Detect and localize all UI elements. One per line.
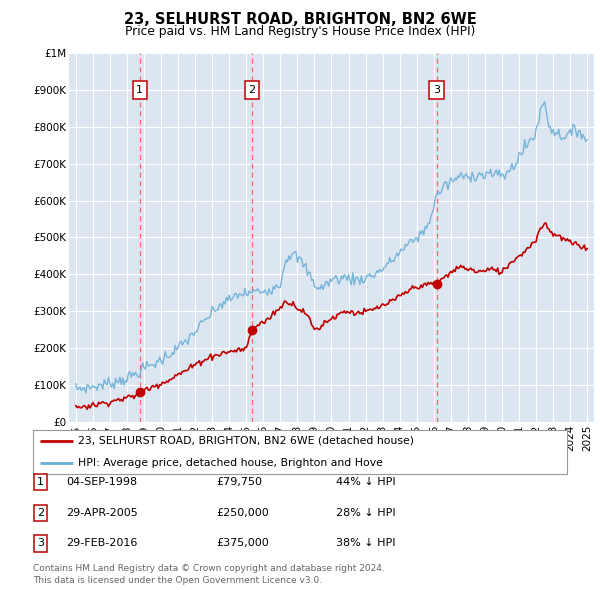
Text: 28% ↓ HPI: 28% ↓ HPI: [336, 508, 395, 517]
Text: 38% ↓ HPI: 38% ↓ HPI: [336, 539, 395, 548]
Text: £375,000: £375,000: [216, 539, 269, 548]
Text: HPI: Average price, detached house, Brighton and Hove: HPI: Average price, detached house, Brig…: [79, 458, 383, 468]
Text: 29-APR-2005: 29-APR-2005: [66, 508, 138, 517]
Text: 2: 2: [248, 85, 256, 95]
Text: £250,000: £250,000: [216, 508, 269, 517]
Text: 29-FEB-2016: 29-FEB-2016: [66, 539, 137, 548]
Text: 44% ↓ HPI: 44% ↓ HPI: [336, 477, 395, 487]
Text: 23, SELHURST ROAD, BRIGHTON, BN2 6WE: 23, SELHURST ROAD, BRIGHTON, BN2 6WE: [124, 12, 476, 27]
Text: £79,750: £79,750: [216, 477, 262, 487]
Text: 3: 3: [37, 539, 44, 548]
Text: 3: 3: [433, 85, 440, 95]
Text: 1: 1: [136, 85, 143, 95]
Text: Contains HM Land Registry data © Crown copyright and database right 2024.
This d: Contains HM Land Registry data © Crown c…: [33, 565, 385, 585]
Text: 1: 1: [37, 477, 44, 487]
Text: 04-SEP-1998: 04-SEP-1998: [66, 477, 137, 487]
Text: Price paid vs. HM Land Registry's House Price Index (HPI): Price paid vs. HM Land Registry's House …: [125, 25, 475, 38]
Text: 23, SELHURST ROAD, BRIGHTON, BN2 6WE (detached house): 23, SELHURST ROAD, BRIGHTON, BN2 6WE (de…: [79, 435, 415, 445]
Text: 2: 2: [37, 508, 44, 517]
